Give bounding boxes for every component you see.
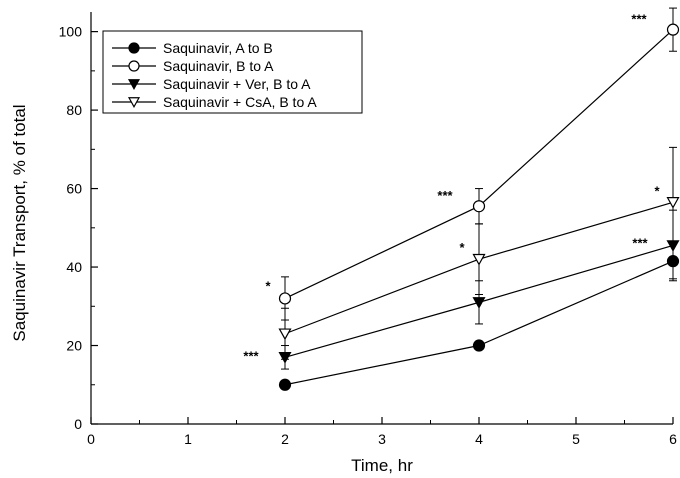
x-tick-label: 5 xyxy=(572,431,580,447)
data-point xyxy=(472,200,486,213)
x-tick-label: 2 xyxy=(281,431,289,447)
x-tick-label: 3 xyxy=(378,431,386,447)
series-1: ******* xyxy=(265,7,680,321)
data-point xyxy=(127,97,141,108)
data-point xyxy=(472,339,486,352)
series-layer: *************** xyxy=(243,7,680,391)
data-point xyxy=(128,60,140,72)
legend: Saquinavir, A to B Saquinavir, B to A Saqu… xyxy=(102,30,363,114)
data-point xyxy=(278,378,292,391)
series-2: *** *** xyxy=(243,209,680,370)
y-tick-label: 100 xyxy=(59,24,83,40)
significance-label: *** xyxy=(631,12,647,27)
data-point xyxy=(128,42,140,54)
legend-item: Saquinavir, B to A xyxy=(112,58,274,74)
significance-label: *** xyxy=(632,235,648,250)
y-axis-title: Saquinavir Transport, % of total xyxy=(10,104,29,341)
legend-box xyxy=(102,30,363,114)
y-tick-label: 0 xyxy=(74,416,82,432)
legend-item: Saquinavir + Ver, B to A xyxy=(112,76,311,92)
data-point xyxy=(278,292,292,305)
x-tick-label: 0 xyxy=(87,431,95,447)
significance-label: * xyxy=(265,278,271,293)
series-3: ** xyxy=(278,146,680,360)
data-point xyxy=(666,197,680,209)
data-point xyxy=(472,253,486,266)
significance-label: * xyxy=(459,240,465,255)
y-tick-label: 40 xyxy=(66,259,82,275)
legend-label: Saquinavir + CsA, B to A xyxy=(163,94,317,110)
plot-axes: 0 20 40 60 80 100 0 1 2 3 4 5 6 xyxy=(59,12,677,447)
data-point xyxy=(472,297,486,309)
legend-label: Saquinavir, A to B xyxy=(163,40,273,56)
x-tick-label: 6 xyxy=(669,431,677,447)
x-axis-title: Time, hr xyxy=(351,456,413,475)
significance-label: * xyxy=(654,183,660,198)
significance-label: *** xyxy=(243,348,259,363)
data-point xyxy=(127,79,141,90)
y-tick-label: 60 xyxy=(66,181,82,197)
legend-item: Saquinavir, A to B xyxy=(112,40,273,56)
legend-label: Saquinavir + Ver, B to A xyxy=(163,76,311,92)
legend-label: Saquinavir, B to A xyxy=(163,58,274,74)
x-tick-label: 1 xyxy=(184,431,192,447)
y-tick-label: 20 xyxy=(66,338,82,354)
data-point xyxy=(278,328,292,341)
data-point xyxy=(666,23,680,36)
legend-item: Saquinavir + CsA, B to A xyxy=(112,94,317,110)
significance-label: *** xyxy=(437,188,453,203)
x-tick-label: 4 xyxy=(475,431,483,447)
y-tick-label: 80 xyxy=(66,102,82,118)
